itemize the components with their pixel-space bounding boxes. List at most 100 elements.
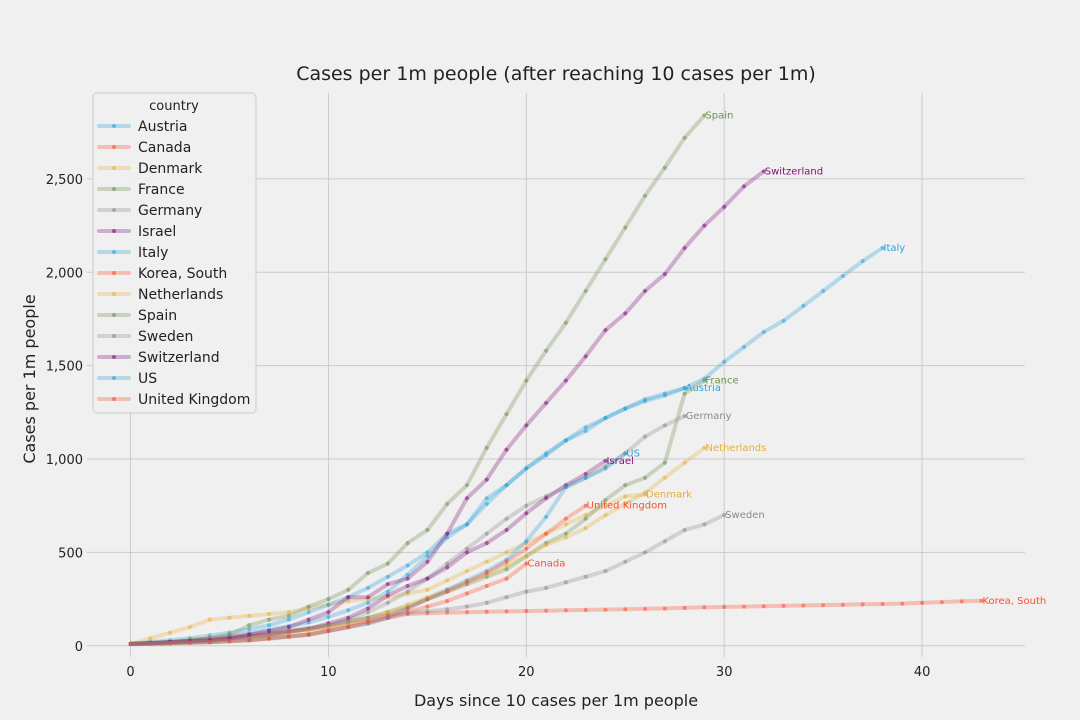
data-point <box>702 445 707 450</box>
data-point <box>267 636 272 641</box>
data-point <box>405 589 410 594</box>
data-point <box>405 611 410 616</box>
legend-item: Germany <box>138 203 202 219</box>
data-point <box>346 587 351 592</box>
data-point <box>385 574 390 579</box>
y-tick-label: 0 <box>75 640 83 655</box>
data-point <box>583 475 588 480</box>
data-point <box>603 328 608 333</box>
data-point <box>484 531 489 536</box>
series-line <box>128 598 984 646</box>
end-label: Netherlands <box>705 443 766 454</box>
legend-marker <box>112 397 116 401</box>
data-point <box>306 620 311 625</box>
data-point <box>643 397 648 402</box>
data-point <box>306 628 311 633</box>
y-axis-ticks: 0 500 1,000 1,500 2,000 2,500 <box>46 173 83 655</box>
legend-marker <box>112 334 116 338</box>
data-point <box>623 451 628 456</box>
legend-title: country <box>149 99 199 114</box>
data-point <box>801 603 806 608</box>
data-point <box>623 483 628 488</box>
y-tick-label: 2,500 <box>46 173 83 188</box>
data-point <box>286 617 291 622</box>
data-point <box>623 501 628 506</box>
data-point <box>464 522 469 527</box>
data-point <box>405 602 410 607</box>
x-tick-label: 10 <box>320 665 337 680</box>
data-point <box>187 625 192 630</box>
data-point <box>544 608 549 613</box>
end-label: Sweden <box>725 510 765 521</box>
data-point <box>385 593 390 598</box>
data-point <box>425 597 430 602</box>
legend-box <box>92 92 257 414</box>
data-point <box>682 391 687 396</box>
end-label: United Kingdom <box>587 501 667 512</box>
data-point <box>722 204 727 209</box>
data-point <box>583 516 588 521</box>
series-line <box>128 378 707 646</box>
data-point <box>939 600 944 605</box>
data-point <box>484 501 489 506</box>
data-point <box>385 600 390 605</box>
data-point <box>227 632 232 637</box>
x-tick-label: 40 <box>914 665 931 680</box>
legend-item: United Kingdom <box>138 392 250 408</box>
data-point <box>544 585 549 590</box>
data-point <box>464 550 469 555</box>
end-label: Spain <box>705 110 733 121</box>
end-label: Austria <box>686 383 721 394</box>
data-point <box>801 303 806 308</box>
data-point <box>385 561 390 566</box>
data-point <box>662 460 667 465</box>
data-point <box>504 563 509 568</box>
data-point <box>544 453 549 458</box>
data-point <box>484 600 489 605</box>
data-point <box>544 401 549 406</box>
data-point <box>643 550 648 555</box>
legend-item: Spain <box>138 308 177 324</box>
data-point <box>643 490 648 495</box>
data-point <box>484 477 489 482</box>
x-tick-label: 0 <box>126 665 134 680</box>
data-point <box>662 423 667 428</box>
data-point <box>524 546 529 551</box>
data-point <box>524 561 529 566</box>
data-point <box>445 598 450 603</box>
data-point <box>425 604 430 609</box>
data-point <box>247 613 252 618</box>
data-point <box>781 603 786 608</box>
legend-item: US <box>138 371 157 387</box>
legend-marker <box>112 187 116 191</box>
data-point <box>504 576 509 581</box>
data-point <box>603 498 608 503</box>
data-point <box>583 471 588 476</box>
data-point <box>207 640 212 645</box>
data-point <box>326 602 331 607</box>
data-point <box>267 631 272 636</box>
data-point <box>346 608 351 613</box>
data-point <box>306 632 311 637</box>
data-point <box>524 609 529 614</box>
data-point <box>484 445 489 450</box>
data-point <box>484 570 489 575</box>
data-point <box>603 257 608 262</box>
data-point <box>366 615 371 620</box>
data-point <box>623 494 628 499</box>
data-point <box>484 541 489 546</box>
data-point <box>267 628 272 633</box>
data-point <box>484 609 489 614</box>
data-point <box>702 522 707 527</box>
data-point <box>405 606 410 611</box>
series-line <box>128 503 588 646</box>
data-point <box>504 550 509 555</box>
data-point <box>247 623 252 628</box>
data-point <box>563 531 568 536</box>
data-point <box>227 639 232 644</box>
data-point <box>247 638 252 643</box>
data-point <box>662 539 667 544</box>
data-point <box>484 559 489 564</box>
data-point <box>425 576 430 581</box>
data-point <box>326 597 331 602</box>
